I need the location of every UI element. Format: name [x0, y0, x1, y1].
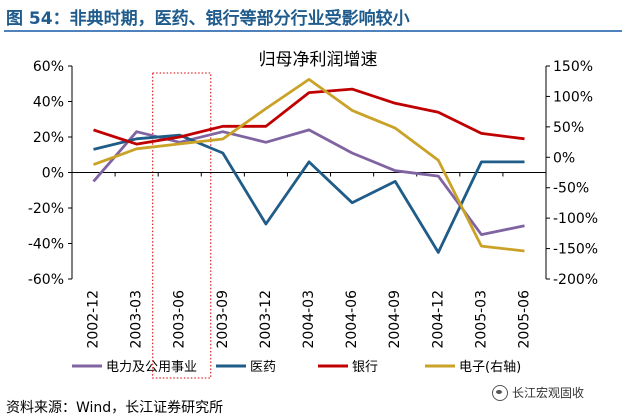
x-tick-label: 2003-03	[129, 290, 145, 349]
source-note: 资料来源：Wind，长江证券研究所	[6, 400, 224, 416]
x-tick-label: 2005-03	[473, 290, 489, 349]
left-tick-label: -20%	[28, 201, 64, 217]
title-divider	[4, 30, 622, 32]
left-tick-label: 40%	[33, 95, 64, 111]
right-tick-label: 50%	[553, 120, 584, 136]
x-tick-label: 2004-09	[387, 290, 403, 349]
x-tick-label: 2004-12	[430, 290, 446, 349]
left-tick-label: 20%	[33, 130, 64, 146]
x-tick-label: 2004-03	[301, 290, 317, 349]
series-line-3	[93, 87, 525, 146]
right-tick-label: 100%	[553, 89, 593, 105]
right-tick-label: 0%	[553, 150, 575, 166]
legend-label: 电子(右轴)	[459, 360, 521, 375]
x-tick-label: 2002-12	[86, 290, 102, 349]
right-tick-label: -200%	[553, 272, 598, 288]
series-line-4	[93, 78, 525, 253]
legend-label: 医药	[250, 360, 276, 375]
x-tick-label: 2003-06	[172, 290, 188, 349]
x-tick-label: 2003-09	[215, 290, 231, 349]
x-tick-label: 2005-06	[516, 290, 532, 349]
watermark-text: 长江宏观固收	[512, 386, 585, 400]
right-tick-label: 150%	[553, 59, 593, 75]
left-tick-label: 0%	[42, 166, 64, 182]
series-line-2	[93, 133, 525, 254]
legend-label: 银行	[352, 360, 378, 375]
chart-title: 归母净利润增速	[259, 50, 378, 70]
highlight-box	[151, 72, 212, 379]
legend-label: 电力及公用事业	[106, 360, 197, 375]
right-tick-label: -100%	[553, 211, 598, 227]
right-tick-label: -50%	[553, 181, 589, 197]
left-tick-label: -40%	[28, 237, 64, 253]
wechat-icon	[492, 384, 508, 401]
left-tick-label: 60%	[33, 59, 64, 75]
figure-title: 图 54：非典时期，医药、银行等部分行业受影响较小	[6, 9, 410, 29]
watermark: 长江宏观固收	[492, 384, 584, 401]
x-tick-label: 2003-12	[258, 290, 274, 349]
left-tick-label: -60%	[28, 272, 64, 288]
right-tick-label: -150%	[553, 242, 598, 258]
x-tick-label: 2004-06	[344, 290, 360, 349]
